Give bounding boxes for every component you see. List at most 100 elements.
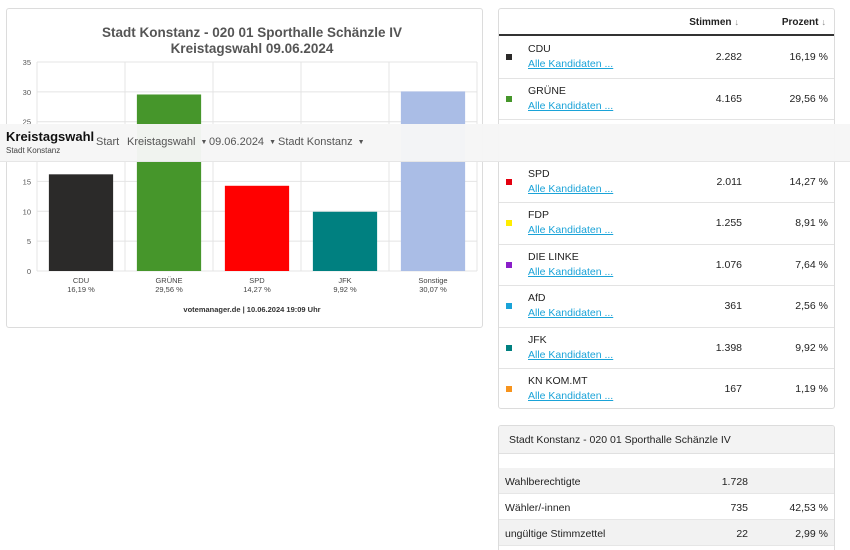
- nav-start[interactable]: Start: [96, 136, 120, 148]
- party-color-swatch: [506, 261, 512, 268]
- summary-value: 22: [736, 528, 748, 540]
- all-candidates-link[interactable]: Alle Kandidaten ...: [528, 224, 614, 236]
- bar-sonstige: [400, 91, 466, 271]
- x-category-label: SPD: [249, 276, 265, 285]
- summary-row: ungültige Stimmzettel 22 2,99 %: [499, 520, 834, 546]
- caret-down-icon: ▼: [269, 139, 276, 146]
- party-color-swatch: [506, 95, 512, 102]
- x-category-label: Sonstige: [418, 276, 447, 285]
- party-color-swatch: [506, 54, 512, 60]
- bar-chart: Stadt Konstanz - 020 01 Sporthalle Schän…: [23, 25, 478, 314]
- caret-down-icon: ▼: [357, 139, 365, 146]
- table-row: JFK Alle Kandidaten ... 1.398 9,92 %: [499, 328, 834, 369]
- summary-card: Stadt Konstanz - 020 01 Sporthalle Schän…: [498, 425, 835, 550]
- party-color-swatch: [506, 344, 512, 351]
- table-row: FDP Alle Kandidaten ... 1.255 8,91 %: [499, 203, 834, 245]
- party-name: JFK: [528, 333, 547, 346]
- chart-footer: votemanager.de | 10.06.2024 19:09 Uhr: [183, 305, 320, 314]
- all-candidates-link[interactable]: Alle Kandidaten ...: [528, 58, 614, 70]
- table-row: DIE LINKE Alle Kandidaten ... 1.076 7,64 %: [499, 245, 834, 286]
- party-percent: 8,91 %: [795, 217, 828, 229]
- party-votes: 1.255: [715, 217, 742, 229]
- nav-election-dropdown[interactable]: Kreistagswahl ▼: [127, 136, 208, 148]
- sort-arrow-icon: ↓: [821, 17, 827, 27]
- summary-value: 735: [730, 502, 748, 514]
- bar-jfk: [312, 211, 378, 271]
- party-percent: 2,56 %: [795, 300, 828, 312]
- y-tick-label: 15: [23, 177, 31, 186]
- party-name: AfD: [528, 292, 546, 304]
- party-name: DIE LINKE: [528, 250, 579, 263]
- all-candidates-link[interactable]: Alle Kandidaten ...: [528, 182, 614, 195]
- sort-arrow-icon: ↓: [734, 17, 740, 27]
- column-header-percent[interactable]: Prozent ↓: [781, 17, 827, 28]
- party-votes: 361: [724, 300, 742, 312]
- party-color-swatch: [506, 178, 512, 185]
- bar-cdu: [48, 174, 114, 271]
- y-tick-label: 10: [23, 207, 31, 216]
- chart-title: Stadt Konstanz - 020 01 Sporthalle Schän…: [102, 25, 402, 40]
- party-name: GRÜNE: [528, 84, 566, 97]
- party-votes: 4.165: [715, 92, 742, 105]
- summary-label: Wahlberechtigte: [505, 476, 581, 488]
- all-candidates-link[interactable]: Alle Kandidaten ...: [528, 99, 614, 112]
- bar-spd: [224, 185, 290, 271]
- y-tick-label: 35: [23, 58, 31, 67]
- party-name: KN KOM.MT: [528, 375, 588, 387]
- summary-header: Stadt Konstanz - 020 01 Sporthalle Schän…: [499, 426, 834, 454]
- results-table-header: Stimmen ↓ Prozent ↓: [499, 9, 834, 36]
- party-percent: 29,56 %: [789, 92, 828, 105]
- party-name: SPD: [528, 167, 550, 180]
- y-tick-label: 0: [27, 267, 31, 276]
- party-votes: 2.011: [716, 175, 743, 188]
- party-color-swatch: [506, 220, 512, 226]
- summary-percent: 42,53 %: [789, 502, 828, 514]
- table-row: KN KOM.MT Alle Kandidaten ... 167 1,19 %: [499, 369, 834, 408]
- y-tick-label: 5: [27, 237, 31, 246]
- party-color-swatch: [506, 386, 512, 392]
- party-percent: 9,92 %: [795, 341, 828, 354]
- nav-area-dropdown[interactable]: Stadt Konstanz ▼: [278, 136, 365, 148]
- x-percent-label: 29,56 %: [155, 285, 183, 294]
- chart-card: Stadt Konstanz - 020 01 Sporthalle Schän…: [6, 8, 483, 328]
- party-votes: 1.398: [715, 341, 742, 354]
- x-category-label: JFK: [338, 276, 351, 285]
- summary-value: 1.728: [721, 476, 748, 488]
- party-percent: 14,27 %: [789, 175, 828, 188]
- summary-row: Wähler/-innen 735 42,53 %: [499, 494, 834, 520]
- y-tick-label: 25: [23, 118, 31, 127]
- nav-date-dropdown[interactable]: 09.06.2024 ▼: [209, 136, 276, 148]
- party-votes: 167: [724, 383, 742, 395]
- party-name: FDP: [528, 209, 549, 221]
- party-percent: 1,19 %: [795, 383, 828, 395]
- party-percent: 16,19 %: [789, 51, 828, 63]
- all-candidates-link[interactable]: Alle Kandidaten ...: [528, 265, 614, 278]
- caret-down-icon: ▼: [200, 139, 208, 146]
- chart-subtitle: Kreistagswahl 09.06.2024: [171, 41, 334, 56]
- column-header-votes[interactable]: Stimmen ↓: [689, 17, 739, 28]
- party-color-swatch: [506, 303, 512, 309]
- party-name: CDU: [528, 43, 551, 55]
- results-table: Stimmen ↓ Prozent ↓ CDU Alle Kandidaten ...…: [498, 8, 835, 409]
- all-candidates-link[interactable]: Alle Kandidaten ...: [528, 390, 614, 402]
- table-row: AfD Alle Kandidaten ... 361 2,56 %: [499, 286, 834, 328]
- bar-grüne: [136, 94, 202, 271]
- all-candidates-link[interactable]: Alle Kandidaten ...: [528, 307, 614, 319]
- table-row: CDU Alle Kandidaten ... 2.282 16,19 %: [499, 37, 834, 79]
- brand-subtitle: Stadt Konstanz: [6, 146, 61, 155]
- x-category-label: CDU: [73, 276, 89, 285]
- x-percent-label: 14,27 %: [243, 285, 271, 294]
- party-votes: 1.076: [715, 258, 742, 271]
- party-votes: 2.282: [715, 51, 742, 63]
- all-candidates-link[interactable]: Alle Kandidaten ...: [528, 348, 614, 361]
- brand-title[interactable]: Kreistagswahl: [6, 129, 95, 144]
- y-tick-label: 30: [23, 88, 31, 97]
- x-percent-label: 30,07 %: [419, 285, 447, 294]
- summary-title: Stadt Konstanz - 020 01 Sporthalle Schän…: [509, 434, 731, 446]
- party-percent: 7,64 %: [795, 258, 828, 271]
- summary-label: Wähler/-innen: [505, 502, 571, 514]
- table-row: GRÜNE Alle Kandidaten ... 4.165 29,56 %: [499, 79, 834, 120]
- x-percent-label: 9,92 %: [333, 285, 357, 294]
- summary-percent: 2,99 %: [795, 528, 828, 540]
- x-percent-label: 16,19 %: [67, 285, 95, 294]
